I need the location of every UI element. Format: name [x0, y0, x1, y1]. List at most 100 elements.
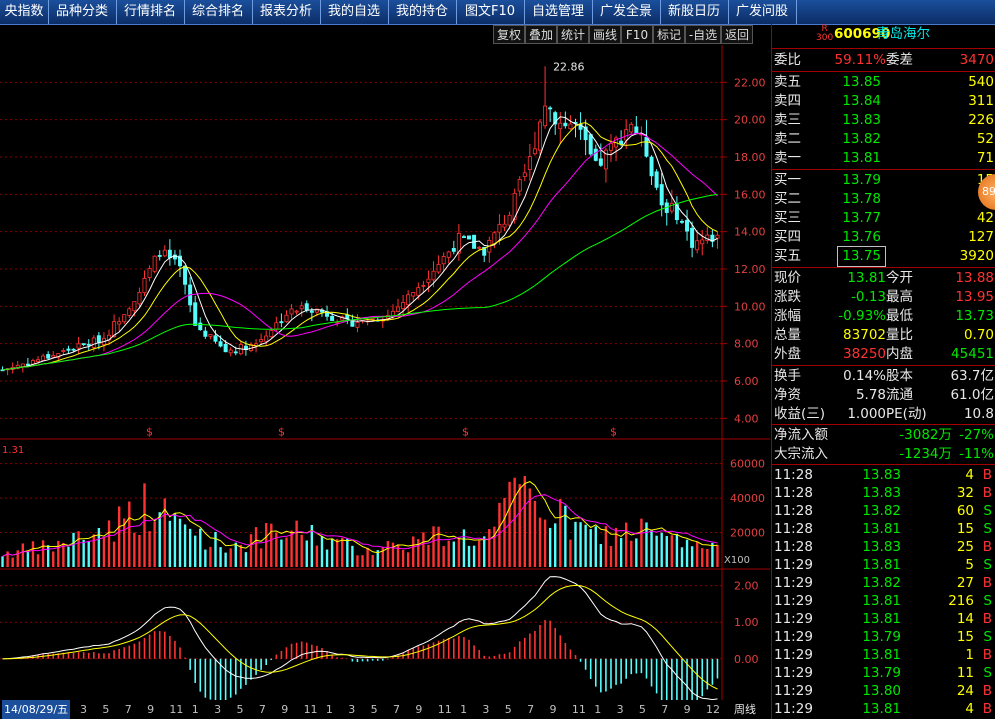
toolbar-button-2[interactable]: 统计 [557, 25, 589, 44]
volume-bar [87, 541, 90, 567]
date-tick: 9 [549, 703, 557, 716]
date-tick: 5 [638, 703, 646, 716]
candle [41, 353, 46, 361]
menu-item-1[interactable]: 品种分类 [48, 0, 117, 24]
volume-bar [396, 544, 400, 567]
volume-bar [376, 550, 379, 567]
stat-value: -0.93% [838, 308, 886, 324]
stat-value: 45451 [951, 346, 994, 362]
candle [634, 116, 639, 134]
menu-item-5[interactable]: 我的自选 [320, 0, 389, 24]
candle [639, 126, 644, 147]
menu-item-8[interactable]: 自选管理 [524, 0, 593, 24]
volume-bar [346, 538, 349, 567]
toolbar-button-6[interactable]: -自选 [685, 25, 721, 44]
volume-bar [538, 517, 542, 567]
price-y-tick: 20.00 [734, 114, 766, 127]
volume-bar [1, 556, 4, 567]
candle [629, 122, 634, 135]
candle [112, 314, 117, 338]
flow-label: 大宗流入 [774, 446, 828, 462]
tick-price: 13.80 [862, 683, 901, 699]
tick-volume: 216 [948, 593, 974, 609]
ask-row: 卖二 13.82 52 [772, 130, 995, 149]
candle [456, 224, 461, 261]
dividend-marker: $ [610, 425, 617, 438]
tick-price: 13.79 [862, 665, 901, 681]
tick-time: 11:29 [774, 665, 813, 681]
volume-bar [229, 548, 232, 567]
volume-bar [716, 544, 719, 567]
volume-bar [11, 557, 14, 567]
tick-row: 11:28 13.82 60 S [772, 502, 995, 521]
tick-side: B [982, 539, 992, 555]
ask-price: 13.83 [842, 112, 881, 128]
badge-bottom: 300 [816, 33, 834, 43]
volume-bar [112, 541, 116, 567]
menu-item-2[interactable]: 行情排名 [116, 0, 185, 24]
menu-item-10[interactable]: 新股日历 [660, 0, 729, 24]
volume-bar [584, 524, 587, 567]
volume-bar [701, 548, 704, 567]
candle [441, 252, 446, 271]
candle [142, 270, 147, 297]
flow-value: -3082万 [899, 427, 952, 443]
menu-item-3[interactable]: 综合排名 [184, 0, 253, 24]
fundamental-row: 净资 5.78 流通 61.0亿 [772, 386, 995, 405]
volume-bar [72, 532, 75, 567]
volume-bar [624, 522, 628, 567]
toolbar-button-1[interactable]: 叠加 [525, 25, 557, 44]
volume-bar [477, 540, 481, 567]
volume-bar [62, 542, 65, 567]
toolbar-button-0[interactable]: 复权 [493, 25, 525, 44]
volume-bar [594, 526, 597, 567]
volume-bar [589, 529, 592, 567]
tick-row: 11:29 13.81 14 B [772, 610, 995, 629]
volume-ma5 [2, 481, 718, 557]
volume-bar [52, 551, 55, 567]
bid-volume: 127 [968, 229, 994, 245]
volume-bar [351, 545, 354, 567]
candle [406, 290, 411, 312]
period-label[interactable]: 周线 [734, 703, 756, 716]
date-tick: 3 [348, 703, 356, 716]
volume-bar [295, 520, 298, 567]
volume-bar [457, 537, 461, 567]
candle [25, 357, 30, 367]
fundamental-value: 1.000 [847, 406, 886, 422]
toolbar-button-3[interactable]: 画线 [589, 25, 621, 44]
menu-item-0[interactable]: 央指数 [0, 0, 49, 24]
candle [685, 209, 690, 241]
candle [548, 105, 553, 122]
menu-item-9[interactable]: 广发全景 [592, 0, 661, 24]
volume-bar [665, 536, 668, 567]
toolbar-button-7[interactable]: 返回 [721, 25, 753, 44]
candle [446, 250, 451, 264]
fundamental-value: 63.7亿 [950, 368, 994, 384]
menu-item-4[interactable]: 报表分析 [252, 0, 321, 24]
date-tick: 3 [214, 703, 222, 716]
volume-unit: X100 [724, 555, 750, 566]
stat-label: 最低 [886, 308, 913, 324]
volume-bar [320, 535, 324, 567]
dividend-marker: $ [462, 425, 469, 438]
volume-ma10 [2, 494, 718, 557]
volume-bar [249, 534, 253, 567]
volume-bar [706, 548, 709, 567]
stat-value: 83702 [843, 327, 886, 343]
toolbar-button-5[interactable]: 标记 [653, 25, 685, 44]
tick-time: 11:29 [774, 575, 813, 591]
candle [573, 118, 578, 138]
toolbar-button-4[interactable]: F10 [621, 25, 653, 44]
date-tick: 5 [102, 703, 110, 716]
menu-item-11[interactable]: 广发问股 [728, 0, 797, 24]
float-badge[interactable]: 89 [978, 174, 995, 210]
date-tick: 9 [281, 703, 289, 716]
volume-bar [199, 528, 202, 567]
tick-volume: 4 [965, 701, 974, 717]
ask-volume: 311 [968, 93, 994, 109]
tick-volume: 4 [965, 467, 974, 483]
menu-item-7[interactable]: 图文F10 [456, 0, 525, 24]
tick-row: 11:29 13.79 11 S [772, 664, 995, 683]
menu-item-6[interactable]: 我的持仓 [388, 0, 457, 24]
